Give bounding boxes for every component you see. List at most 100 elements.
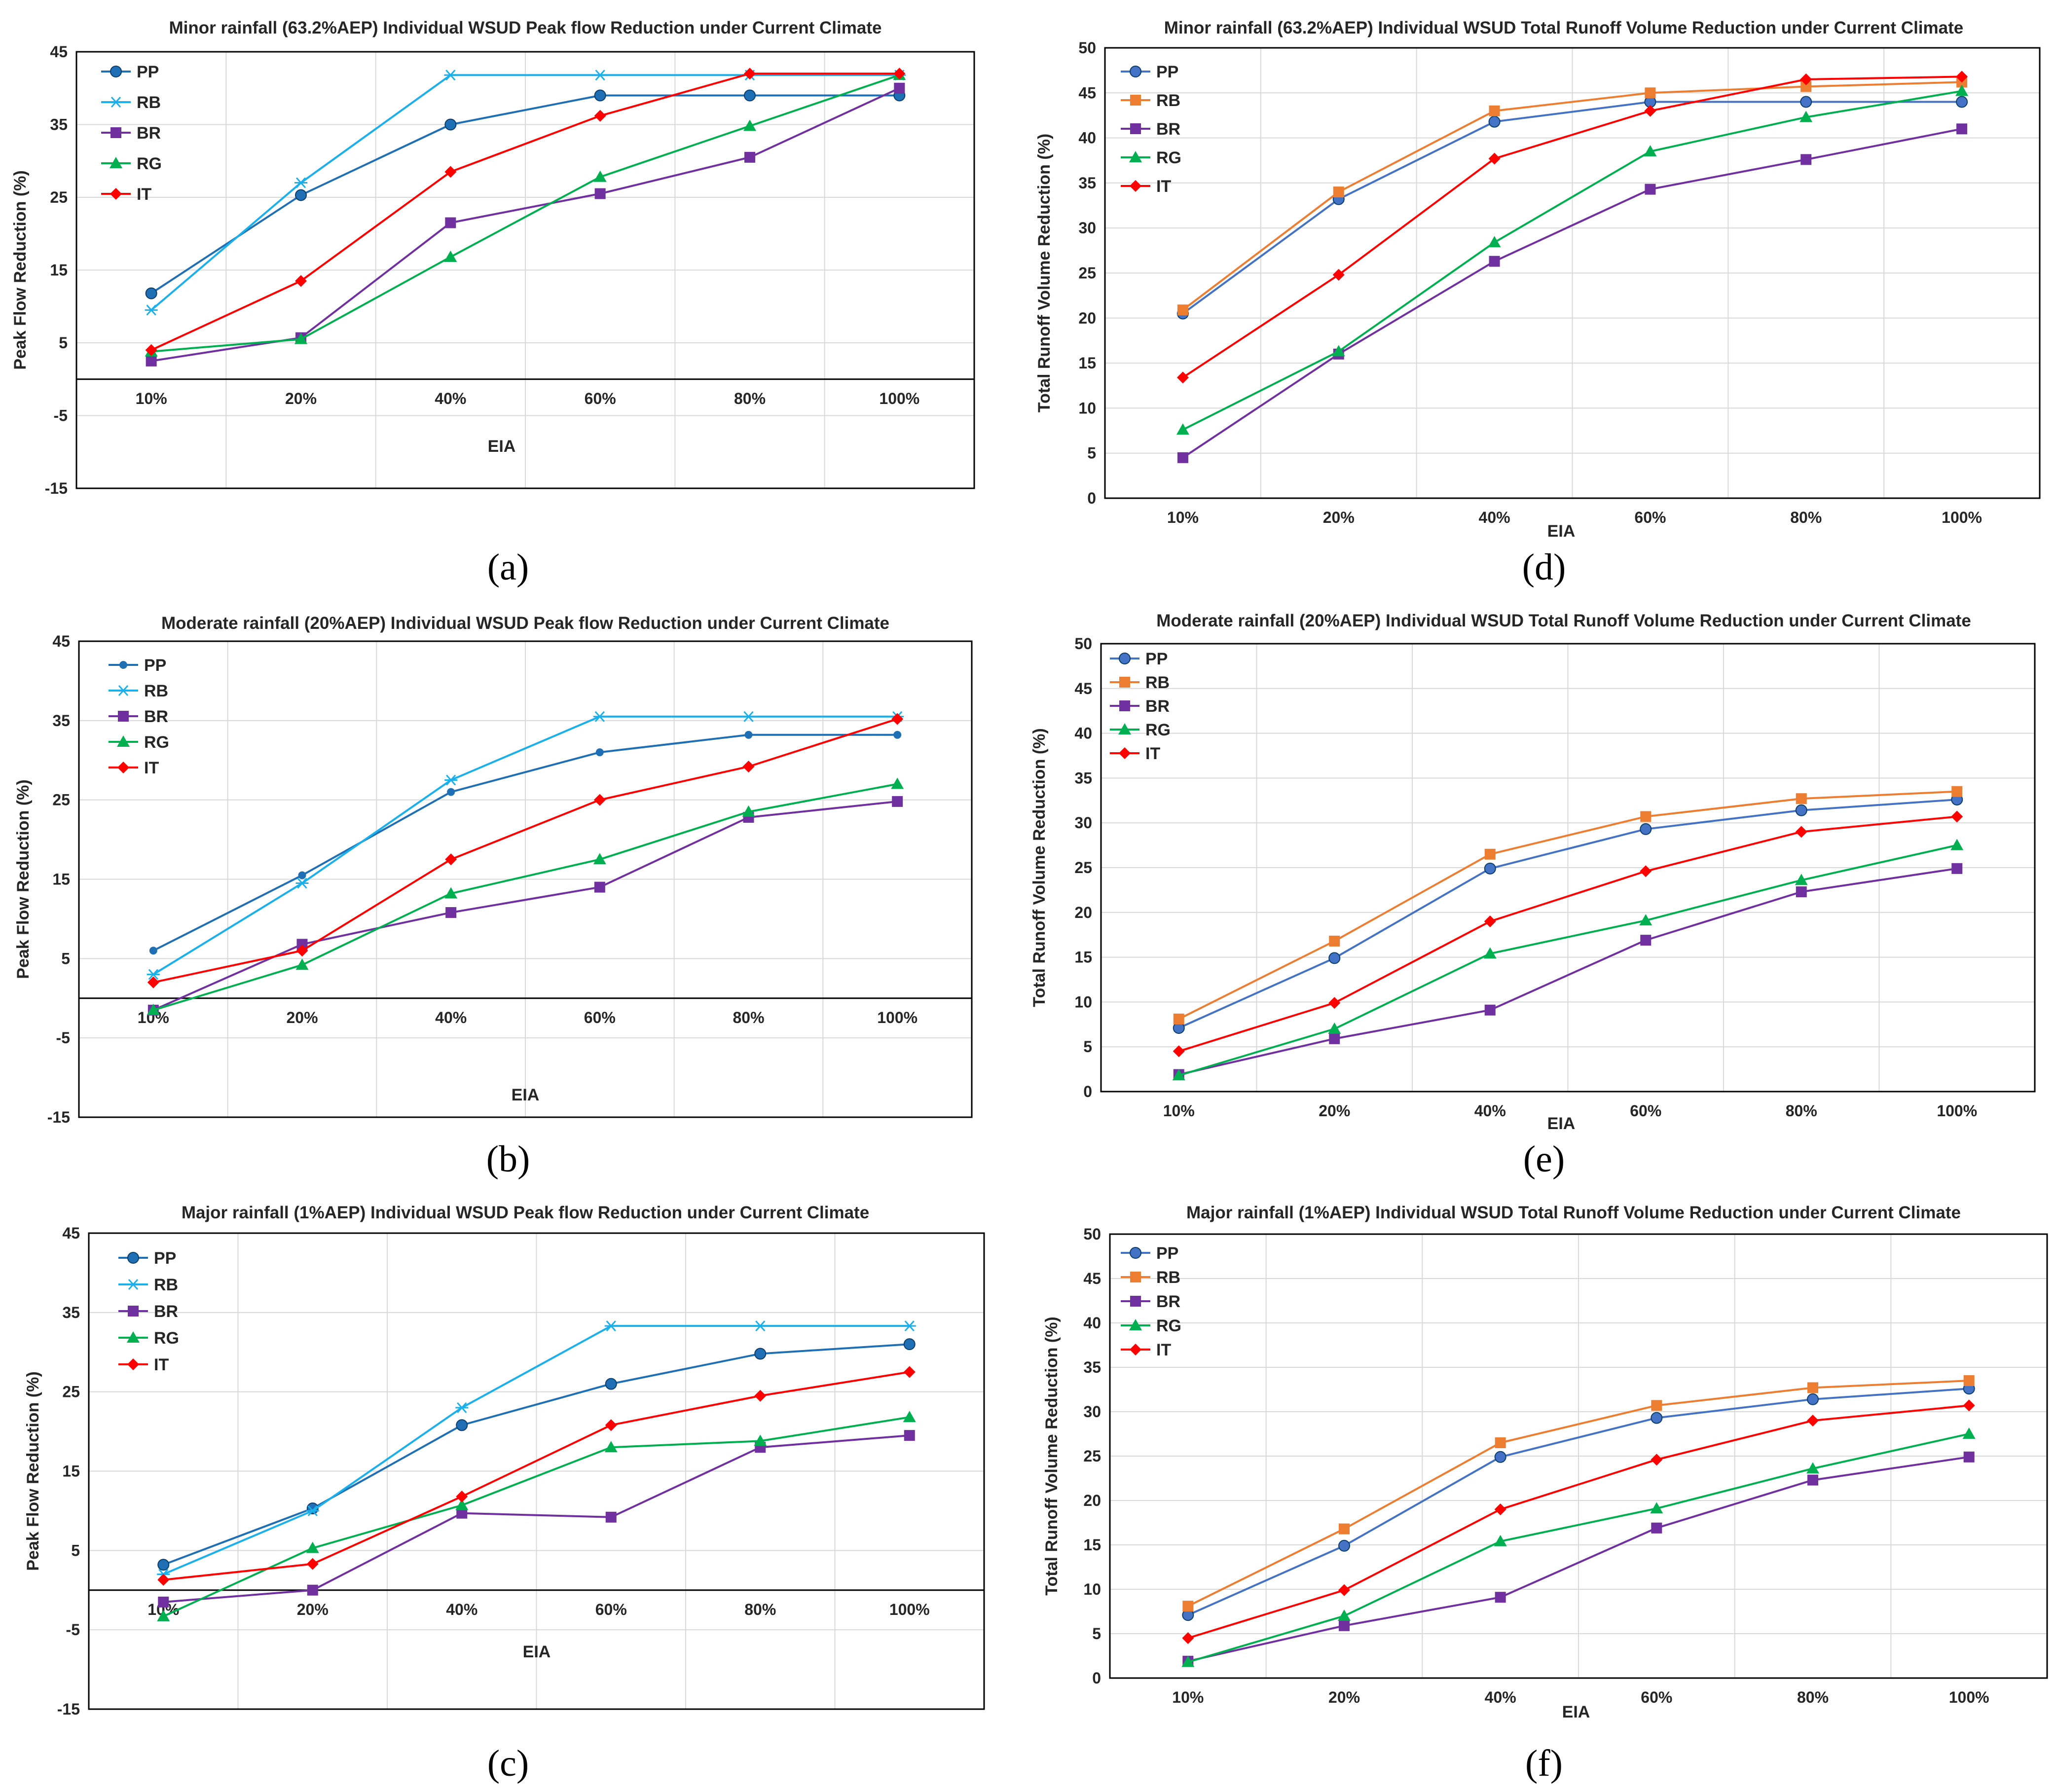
- data-point: [1795, 826, 1807, 838]
- legend-label: PP: [1145, 650, 1168, 668]
- data-point: [1651, 1412, 1663, 1424]
- series-line: [1182, 90, 1962, 431]
- data-point: [307, 1584, 318, 1596]
- data-point: [145, 287, 157, 299]
- data-point: [1484, 848, 1496, 860]
- legend-marker: [110, 127, 121, 138]
- legend-label: RG: [1145, 721, 1171, 739]
- legend-label: RG: [1156, 148, 1181, 167]
- data-point: [1495, 1592, 1506, 1603]
- y-tick-label: -15: [57, 1700, 80, 1718]
- series-line: [152, 733, 898, 952]
- y-tick-label: 45: [52, 632, 70, 650]
- y-tick-label: 15: [1074, 949, 1092, 966]
- data-point: [445, 217, 456, 228]
- series-it: [1173, 810, 1963, 1058]
- legend: PP RB BR RG IT: [1110, 650, 1171, 763]
- data-point: [157, 1573, 170, 1586]
- series-line: [163, 1434, 910, 1603]
- data-point: [1173, 1013, 1184, 1024]
- x-tick-label: 20%: [286, 1009, 318, 1026]
- series-rg: [1181, 1427, 1976, 1667]
- y-tick-label: 35: [62, 1304, 80, 1321]
- legend-label: RB: [144, 682, 168, 700]
- data-point: [742, 761, 755, 773]
- legend: PP RB BR RG IT: [1121, 1244, 1181, 1359]
- y-tick-label: 30: [1074, 814, 1092, 832]
- data-point: [456, 1490, 468, 1502]
- data-point: [444, 70, 457, 81]
- data-point: [1338, 1609, 1351, 1621]
- data-point: [893, 68, 906, 80]
- data-point: [1796, 886, 1807, 898]
- x-tick-label: 60%: [1634, 509, 1666, 526]
- legend-label: BR: [1156, 120, 1180, 139]
- data-point: [1639, 914, 1652, 926]
- data-point: [1651, 1522, 1662, 1534]
- legend-label: PP: [137, 63, 159, 81]
- legend: PP RB BR RG IT: [1121, 63, 1181, 196]
- y-tick-label: -5: [56, 1029, 70, 1047]
- series-rb: [1177, 76, 1968, 316]
- data-point: [147, 976, 159, 988]
- y-tick-label: 45: [1078, 84, 1096, 102]
- data-point: [1488, 115, 1501, 128]
- series-line: [1178, 798, 1957, 1029]
- data-point: [444, 166, 457, 178]
- y-tick-label: 30: [1083, 1403, 1101, 1421]
- series-it: [147, 713, 904, 988]
- data-point: [594, 881, 605, 893]
- legend-label: RG: [144, 733, 169, 752]
- data-point: [744, 151, 755, 163]
- data-point: [1640, 823, 1652, 835]
- series-line: [1187, 1433, 1970, 1663]
- data-point: [1807, 1393, 1819, 1405]
- series-line: [1178, 815, 1957, 1053]
- data-point: [1644, 145, 1657, 156]
- data-point: [1799, 110, 1813, 122]
- legend-marker: [1130, 1247, 1141, 1259]
- legend-label: PP: [1156, 63, 1178, 81]
- chart-title: Moderate rainfall (20%AEP) Individual WS…: [161, 614, 889, 633]
- data-point: [456, 1507, 468, 1519]
- legend-marker: [127, 1358, 139, 1370]
- data-point: [1338, 1584, 1350, 1596]
- legend-marker: [118, 711, 129, 722]
- data-point: [1177, 452, 1188, 463]
- panel-label: (e): [1523, 1138, 1565, 1180]
- series-line: [150, 73, 900, 351]
- data-point: [903, 1320, 916, 1332]
- panel-label: (c): [487, 1743, 529, 1784]
- data-point: [445, 907, 457, 918]
- legend-marker: [1119, 653, 1131, 664]
- data-point: [593, 170, 607, 182]
- data-point: [594, 110, 606, 122]
- y-tick-label: 50: [1074, 635, 1092, 653]
- data-point: [1807, 1415, 1819, 1426]
- chart-e: 0 5 10 15 20 25 30 35 40 45 50 10% 20% 40% 60% 80% 100% P…: [1030, 611, 2036, 1180]
- legend-label: IT: [154, 1355, 169, 1374]
- x-tick-label: 100%: [1942, 509, 1982, 526]
- data-point: [1328, 997, 1341, 1009]
- data-point: [605, 1419, 617, 1431]
- data-point: [1339, 1523, 1350, 1535]
- y-tick-label: 0: [1087, 489, 1096, 507]
- legend-marker: [110, 188, 122, 200]
- series-line: [163, 1416, 910, 1617]
- legend-label: RG: [1156, 1317, 1181, 1335]
- panel-label: (f): [1525, 1743, 1563, 1784]
- data-point: [1644, 105, 1656, 117]
- y-axis-label: Total Runoff Volume Reduction (%): [1042, 1317, 1061, 1595]
- data-point: [158, 1596, 169, 1608]
- legend-label: BR: [1145, 697, 1170, 716]
- legend-marker: [117, 685, 130, 696]
- y-tick-label: 20: [1078, 309, 1096, 327]
- legend-label: RB: [1156, 91, 1180, 110]
- series-line: [1187, 1388, 1969, 1616]
- data-point: [593, 853, 606, 865]
- series-line: [1187, 1380, 1969, 1607]
- legend-label: IT: [1156, 1341, 1171, 1359]
- x-tick-label: 100%: [1937, 1102, 1977, 1120]
- y-tick-label: 0: [1083, 1083, 1092, 1100]
- x-axis-label: EIA: [523, 1643, 551, 1661]
